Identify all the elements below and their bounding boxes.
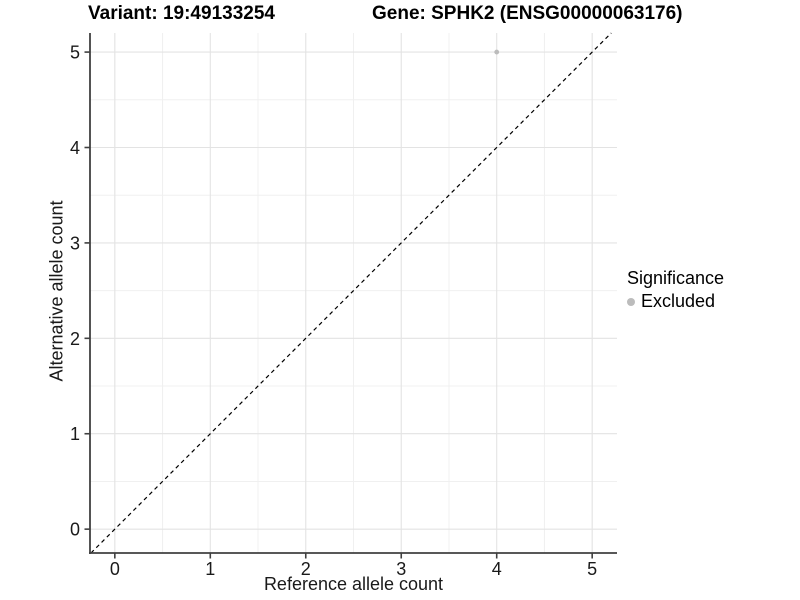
y-axis-label: Alternative allele count: [46, 200, 67, 382]
legend-point-icon: [627, 297, 635, 306]
y-tick-label: 4: [70, 138, 80, 158]
x-axis-label: Reference allele count: [263, 574, 444, 594]
legend-item-label: Excluded: [641, 291, 716, 311]
y-tick-label: 2: [70, 329, 80, 349]
x-tick-label: 1: [205, 559, 215, 579]
identity-line: [90, 32, 612, 554]
y-tick-label: 5: [70, 43, 80, 63]
y-tick-label: 0: [70, 520, 80, 540]
x-tick-label: 4: [492, 559, 502, 579]
variant-title: Variant: 19:49133254: [88, 3, 275, 24]
gene-title: Gene: SPHK2 (ENSG00000063176): [372, 3, 683, 24]
x-tick-label: 0: [110, 559, 120, 579]
x-tick-label: 2: [301, 559, 311, 579]
x-tick-label: 3: [396, 559, 406, 579]
y-tick-label: 3: [70, 233, 80, 253]
x-tick-label: 5: [587, 559, 597, 579]
y-tick-label: 1: [70, 424, 80, 444]
legend: Significance Excluded: [627, 268, 724, 312]
legend-title: Significance: [627, 268, 725, 288]
legend-item-excluded: Excluded: [627, 291, 724, 312]
data-point: [494, 49, 500, 55]
